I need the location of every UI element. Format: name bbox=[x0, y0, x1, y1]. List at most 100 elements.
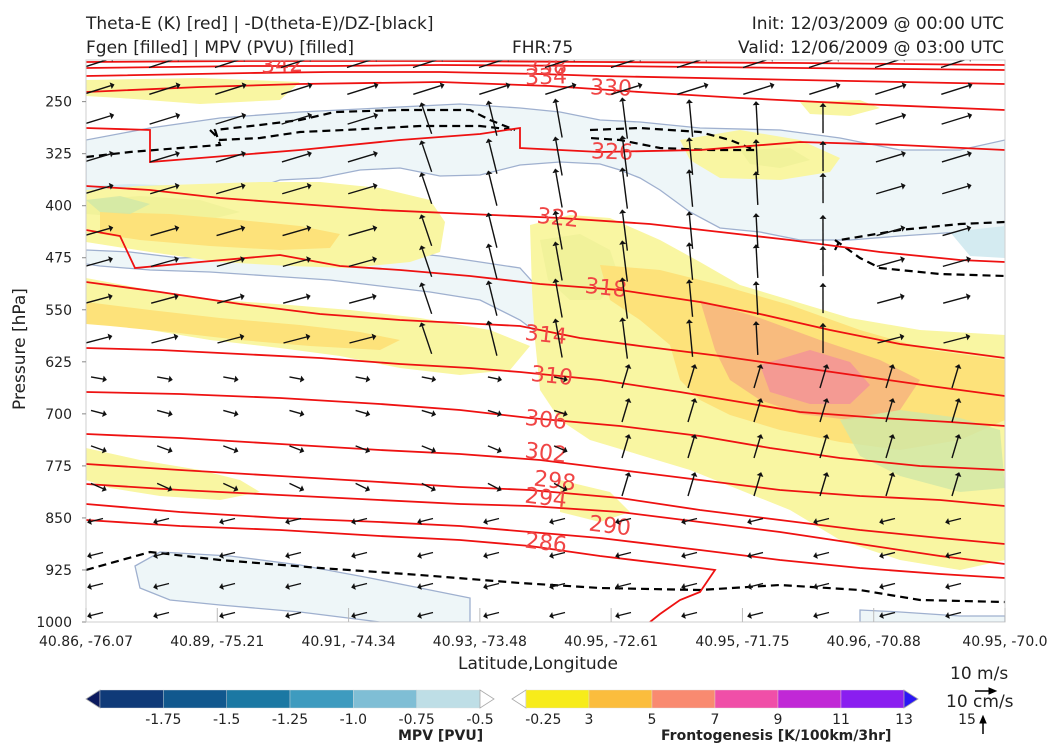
theta-e-label: 326 bbox=[591, 139, 634, 165]
wind-arrow bbox=[485, 280, 498, 316]
wind-arrow bbox=[485, 138, 498, 174]
wind-arrow bbox=[281, 150, 312, 163]
wind-arrow bbox=[879, 582, 896, 590]
wind-arrow bbox=[752, 321, 760, 355]
colorbar-segment bbox=[840, 689, 905, 709]
wind-arrow bbox=[685, 242, 694, 280]
wind-arrow bbox=[283, 333, 311, 344]
theta-e-label: 306 bbox=[524, 406, 568, 435]
wind-arrow bbox=[157, 375, 173, 383]
wind-arrow bbox=[942, 225, 972, 237]
colorbar-extend-high bbox=[903, 689, 919, 709]
wind-arrow bbox=[483, 551, 500, 559]
wind-arrow bbox=[485, 100, 498, 136]
wind-arrow bbox=[282, 256, 311, 268]
wind-arrow bbox=[348, 182, 378, 195]
frontogenesis-colorbar: 3 5 7 9 11 13 15 bbox=[511, 689, 976, 728]
wind-arrow bbox=[86, 150, 114, 163]
wind-arrow bbox=[150, 225, 180, 237]
wind-arrow bbox=[877, 293, 905, 304]
wind-arrow bbox=[282, 225, 312, 237]
theta-e-label: 310 bbox=[530, 362, 574, 391]
wind-arrow bbox=[355, 482, 370, 492]
x-tick-label: 40.91, -74.34 bbox=[302, 634, 396, 650]
wind-arrow bbox=[153, 582, 170, 590]
wind-arrow bbox=[743, 82, 775, 95]
wind-arrow bbox=[483, 582, 500, 590]
wind-arrow bbox=[545, 82, 577, 95]
wind-arrow bbox=[677, 82, 709, 95]
wind-arrow bbox=[86, 182, 114, 194]
colorbar-tick-label: 7 bbox=[711, 712, 720, 728]
theta-e-label: 338 bbox=[525, 54, 568, 80]
theta-e-label: 294 bbox=[523, 484, 568, 514]
wind-arrow bbox=[87, 517, 104, 525]
wind-arrow bbox=[747, 551, 764, 559]
colorbar-segment bbox=[353, 689, 417, 709]
wind-arrow bbox=[223, 445, 239, 454]
wind-arrow bbox=[289, 375, 305, 383]
wind-arrow bbox=[552, 136, 563, 176]
wind-arrow bbox=[421, 482, 436, 492]
wind-arrow bbox=[552, 318, 563, 358]
wind-arrow bbox=[621, 434, 632, 459]
wind-arrow bbox=[150, 256, 179, 268]
wind-arrow bbox=[945, 582, 962, 590]
wind-arrow bbox=[819, 472, 830, 497]
wind-arrow bbox=[153, 551, 170, 559]
wind-arrow bbox=[487, 482, 502, 492]
wind-arrow bbox=[347, 150, 378, 163]
wind-arrow bbox=[885, 398, 896, 423]
y-tick-label: 850 bbox=[45, 511, 72, 527]
wind-arrow bbox=[945, 551, 962, 559]
wind-arrow bbox=[619, 240, 629, 282]
theta-e-contours bbox=[86, 60, 1005, 622]
wind-arrow bbox=[281, 112, 313, 125]
forecast-hour: FHR:75 bbox=[512, 38, 574, 58]
wind-arrow bbox=[552, 241, 563, 281]
wind-arrow bbox=[819, 398, 830, 423]
wind-arrow bbox=[819, 282, 827, 314]
wind-arrow bbox=[87, 551, 104, 559]
wind-arrow bbox=[819, 322, 827, 354]
wind-arrow bbox=[752, 213, 760, 247]
y-tick-label: 250 bbox=[45, 95, 72, 111]
wind-arrow bbox=[156, 445, 173, 454]
wind-arrow bbox=[687, 364, 698, 389]
wind-arrow bbox=[289, 409, 305, 417]
wind-arrow bbox=[87, 611, 104, 619]
wind-arrow bbox=[90, 409, 107, 417]
wind-arrow bbox=[285, 517, 302, 525]
wind-arrow bbox=[419, 214, 433, 247]
wind-arrow bbox=[552, 210, 563, 250]
x-axis-label: Latitude,Longitude bbox=[458, 654, 618, 674]
wind-arrow bbox=[289, 482, 305, 492]
y-tick-label: 625 bbox=[45, 355, 72, 371]
wind-arrow bbox=[951, 398, 962, 423]
x-tick-label: 40.93, -73.48 bbox=[433, 634, 527, 650]
wind-arrow bbox=[615, 551, 632, 559]
wind-arrow bbox=[876, 182, 906, 195]
wind-arrow bbox=[348, 225, 378, 237]
wind-arrow bbox=[942, 182, 972, 195]
y-tick-label: 700 bbox=[45, 407, 72, 423]
wind-arrow bbox=[149, 150, 180, 163]
wind-arrow bbox=[681, 551, 698, 559]
wind-arrow bbox=[553, 375, 568, 383]
wind-arrow bbox=[285, 551, 302, 559]
theta-e-contour-labels: 3423383343303263223183143103063022982942… bbox=[261, 54, 634, 558]
wind-arrow bbox=[351, 582, 368, 590]
wind-arrow bbox=[479, 82, 511, 95]
y-axis-label: Pressure [hPa] bbox=[10, 288, 30, 410]
colorbar-tick-label: -0.25 bbox=[525, 712, 561, 728]
wind-arrow bbox=[813, 551, 830, 559]
valid-time: Valid: 12/06/2009 @ 03:00 UTC bbox=[738, 38, 1004, 58]
colorbar-segment bbox=[525, 689, 590, 709]
wind-arrow bbox=[553, 445, 568, 454]
colorbar-segment bbox=[226, 689, 291, 709]
wind-arrow bbox=[216, 256, 245, 268]
wind-arrow bbox=[355, 445, 371, 454]
y-tick-label: 925 bbox=[45, 563, 72, 579]
wind-arrow bbox=[150, 182, 180, 195]
theta-e-label: 302 bbox=[523, 439, 568, 469]
